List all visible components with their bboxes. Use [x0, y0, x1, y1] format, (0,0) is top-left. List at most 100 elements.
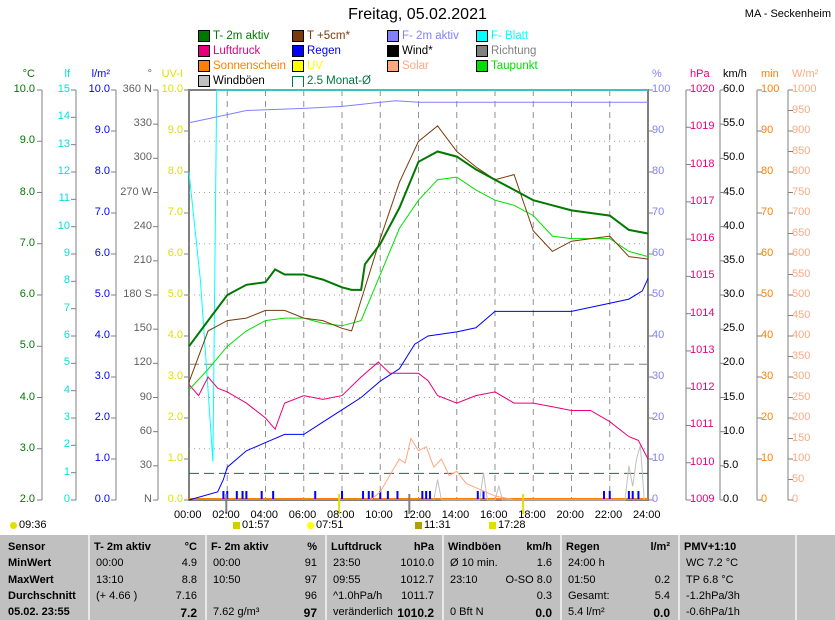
axis-tick-label: 8.0: [19, 185, 35, 198]
axis-tick-label: 7.0: [19, 236, 35, 249]
table-column-divider: [442, 535, 444, 620]
axis-tick-label: 1011: [690, 418, 714, 431]
table-cell-label: 13:10: [96, 574, 124, 586]
sunshine-duration-icon: [10, 521, 17, 529]
legend-label: F- Blatt: [491, 30, 529, 42]
temp-falling-icon: [415, 521, 422, 529]
table-column-unit: l/m²: [650, 541, 670, 553]
axis-tick-label: 1014: [690, 306, 715, 319]
x-tick-label: 24:00: [633, 509, 661, 521]
axis-tick-label: 4.0: [94, 329, 110, 341]
table-column-unit: %: [307, 541, 317, 553]
axis-tick-label: 40.0: [723, 219, 745, 232]
event-time: 09:36: [19, 519, 47, 531]
table-cell-label: Gesamt:: [568, 590, 610, 602]
axis-tick-label: 5.0: [19, 339, 35, 352]
axis-tick-label: 5.0: [723, 458, 739, 471]
legend-swatch-icon: [198, 45, 210, 57]
axis-tick-label: 7.0: [94, 206, 110, 218]
axis-tick-label: 20.0: [723, 356, 745, 369]
axis-tick-label: 0: [63, 493, 70, 505]
axis-tick-label: 30: [761, 370, 774, 382]
axis-tick-label: 150: [133, 322, 152, 335]
table-cell-label: 24:00 h: [568, 557, 605, 569]
axis-tick-label: 1019: [690, 120, 715, 133]
axis-tick-label: 6.0: [19, 288, 35, 300]
series-t-2m-aktiv: [188, 150, 649, 347]
axis-unit-kmh: km/h: [723, 68, 747, 80]
table-cell-label: 00:00: [213, 557, 241, 569]
legend-swatch-icon: [476, 45, 488, 57]
table-cell-value: 91: [304, 557, 317, 569]
axis-tick-label: 8: [63, 274, 70, 287]
table-cell-value: 7.2: [180, 606, 197, 620]
axis-tick-label: 1: [63, 465, 70, 478]
axis-tick-label: 90: [761, 124, 774, 136]
axis-tick-label: 550: [792, 267, 811, 280]
axis-tick-label: 250: [792, 390, 811, 403]
axis-tick-label: 10.0: [723, 424, 745, 437]
axis-tick-label: 30: [139, 458, 152, 471]
table-cell-value: 4.9: [181, 557, 197, 569]
legend-item: Luftdruck: [198, 45, 260, 57]
axis-tick-label: 1013: [690, 343, 715, 356]
table-cell-label: 23:50: [333, 557, 361, 569]
table-cell-value: 1010.0: [400, 557, 434, 569]
axis-tick-label: 9.0: [94, 124, 110, 136]
axis-tick-label: 50.0: [723, 151, 745, 164]
axis-unit-dir: °: [147, 68, 152, 80]
axis-tick-label: 500: [792, 288, 811, 300]
axis-tick-label: 4.0: [167, 329, 183, 341]
axis-tick-label: 360 N: [122, 83, 152, 95]
table-column-header: T- 2m aktiv: [94, 541, 151, 553]
axis-tick-label: 2.0: [167, 411, 183, 423]
temp-rising-icon: [233, 521, 240, 529]
legend-label: Taupunkt: [491, 60, 538, 72]
table-column-header: Regen: [566, 541, 600, 553]
table-cell-label: 01:50: [568, 574, 596, 586]
axis-tick-label: 8.0: [167, 165, 183, 177]
axis-tick-label: 8.0: [94, 165, 110, 177]
axis-tick-label: 10: [652, 452, 665, 464]
axis-unit-lf: lf: [64, 68, 71, 80]
sunset-icon: [489, 521, 496, 529]
axis-tick-label: 0.0: [94, 493, 110, 505]
table-cell-label: veränderlich: [333, 606, 393, 618]
legend-item: T +5cm*: [292, 30, 350, 42]
axis-tick-label: 210: [133, 253, 152, 266]
legend-label: 2.5 Monat-Ø: [307, 75, 371, 87]
axis-tick-label: 0: [792, 493, 799, 505]
axis-tick-label: 5: [63, 356, 70, 369]
event-time: 11:31: [424, 519, 451, 531]
axis-tick-label: 50: [652, 288, 665, 300]
axis-unit-rain: l/m²: [91, 68, 110, 80]
legend-label: Solar: [402, 60, 429, 72]
axis-unit-min: min: [761, 68, 779, 80]
table-cell-label: 10:50: [213, 574, 241, 586]
axis-tick-label: 270 W: [120, 185, 152, 198]
axis-tick-label: 13: [57, 137, 70, 150]
table-column-header: Windböen: [448, 541, 502, 553]
event-marker: 17:28: [489, 519, 526, 531]
x-tick-label: 02:00: [212, 509, 240, 521]
event-marker: 07:51: [307, 519, 344, 531]
table-cell-value: 0.2: [654, 574, 670, 586]
legend-swatch-icon: [198, 60, 210, 72]
table-cell-label: (+ 4.66 ): [96, 590, 138, 602]
plot-area: [37, 89, 793, 514]
legend-item: Windböen: [198, 75, 265, 87]
table-cell-value: 8.8: [181, 574, 197, 586]
axis-tick-label: 900: [792, 124, 811, 136]
series-luftdruck: [188, 361, 649, 460]
axis-tick-label: 100: [761, 83, 780, 95]
table-cell-label: Ø 10 min.: [450, 557, 498, 569]
table-cell-value: 1010.2: [397, 606, 434, 620]
event-time: 17:28: [498, 519, 526, 531]
series-f-blatt: [188, 89, 648, 462]
axis-tick-label: 3.0: [94, 370, 110, 382]
table-column-divider: [795, 535, 797, 620]
axis-tick-label: 1018: [690, 157, 715, 170]
axis-tick-label: 300: [133, 151, 152, 164]
axis-tick-label: 9.0: [19, 134, 35, 147]
axis-tick-label: 90: [139, 390, 152, 403]
